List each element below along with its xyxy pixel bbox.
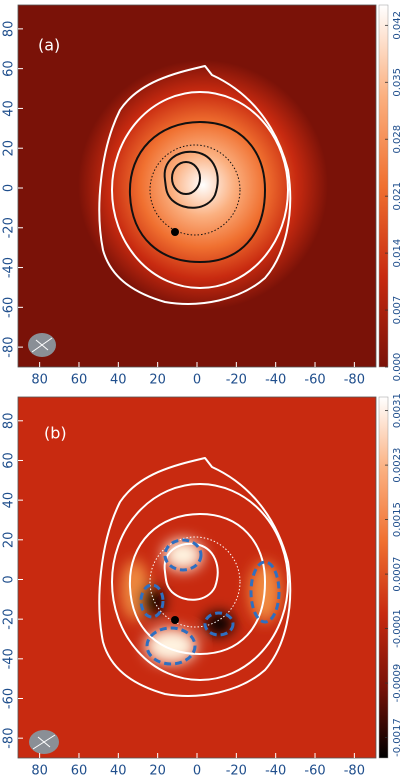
panel-label: (b) (44, 424, 67, 443)
y-tick-label: 20 (2, 532, 17, 549)
contour (128, 121, 266, 263)
colorbar-tick-label: 0.0007 (392, 557, 403, 592)
marker-dot (171, 616, 179, 624)
contour (203, 611, 235, 637)
contours (98, 457, 292, 697)
x-tick-label: 40 (110, 764, 127, 779)
contour (139, 583, 165, 619)
x-tick-label: 80 (31, 373, 48, 388)
contour (111, 483, 289, 681)
colorbar (378, 396, 389, 759)
x-tick-label: -20 (226, 764, 247, 779)
y-tick-label: 20 (2, 140, 17, 157)
colorbar-tick-label: 0.000 (392, 353, 403, 382)
y-tick-label: -80 (2, 728, 17, 749)
y-tick-label: -40 (2, 257, 17, 278)
image-background (18, 397, 376, 758)
contour (249, 560, 281, 624)
x-tick-label: -20 (226, 373, 247, 388)
x-tick-label: 60 (71, 373, 88, 388)
colorbar-tick-label: 0.028 (392, 125, 403, 154)
blob (204, 612, 234, 636)
blob (163, 539, 203, 571)
panel-a-image (18, 5, 376, 367)
y-tick-label: 60 (2, 60, 17, 77)
blob (140, 585, 164, 617)
colorbar-tick-label: -0.0017 (392, 718, 403, 757)
x-tick-label: -60 (304, 373, 325, 388)
x-tick-label: 40 (110, 373, 127, 388)
blob (145, 628, 197, 664)
colorbar-tick-label: -0.0009 (392, 664, 403, 703)
colorbar-tick-label: 0.042 (392, 11, 403, 40)
marker-dot (171, 228, 179, 236)
y-tick-label: -20 (2, 609, 17, 630)
y-tick-label: -60 (2, 297, 17, 318)
y-tick-label: -80 (2, 336, 17, 357)
colorbar-tick-label: 0.0031 (392, 393, 403, 428)
y-tick-label: 0 (2, 184, 17, 192)
x-tick-label: -60 (304, 764, 325, 779)
x-tick-label: 0 (193, 764, 201, 779)
y-tick-label: 0 (2, 575, 17, 583)
contour (163, 538, 203, 572)
colorbar-tick-label: -0.0001 (392, 609, 403, 648)
x-tick-label: -40 (265, 764, 286, 779)
x-tick-label: 60 (71, 764, 88, 779)
y-tick-label: 80 (2, 413, 17, 430)
x-tick-label: 80 (31, 764, 48, 779)
dotted-circle (149, 536, 241, 628)
colorbar-tick-label: 0.007 (392, 296, 403, 325)
colorbar-tick-label: 0.0023 (392, 448, 403, 483)
y-tick-label: 40 (2, 100, 17, 117)
dotted-circle (149, 144, 241, 236)
x-tick-label: -80 (344, 764, 365, 779)
beam-cross (31, 337, 53, 353)
contour (163, 150, 219, 209)
x-tick-label: 20 (149, 764, 166, 779)
y-tick-label: 60 (2, 452, 17, 469)
contour (163, 542, 219, 601)
panel-label: (a) (38, 36, 60, 55)
x-tick-label: 0 (193, 373, 201, 388)
dashed-contours (139, 538, 281, 666)
y-tick-label: -40 (2, 648, 17, 669)
panel-b-image (18, 397, 376, 758)
y-tick-label: 80 (2, 21, 17, 38)
contours (98, 65, 292, 305)
x-tick-label: -40 (265, 373, 286, 388)
colorbar-tick-label: 0.021 (392, 182, 403, 211)
colorbar-tick-label: 0.014 (392, 239, 403, 268)
x-tick-label: 20 (149, 373, 166, 388)
x-tick-label: -80 (344, 373, 365, 388)
y-tick-label: -60 (2, 688, 17, 709)
emission (78, 60, 328, 310)
beam-cross (32, 734, 56, 750)
contour (145, 626, 197, 666)
contour (111, 91, 289, 289)
colorbar-tick-label: 0.035 (392, 68, 403, 97)
y-tick-label: 40 (2, 492, 17, 509)
colorbar (378, 4, 389, 368)
contour (171, 161, 201, 195)
y-tick-label: -20 (2, 217, 17, 238)
contour (128, 513, 266, 655)
colorbar-tick-label: 0.0015 (392, 502, 403, 537)
